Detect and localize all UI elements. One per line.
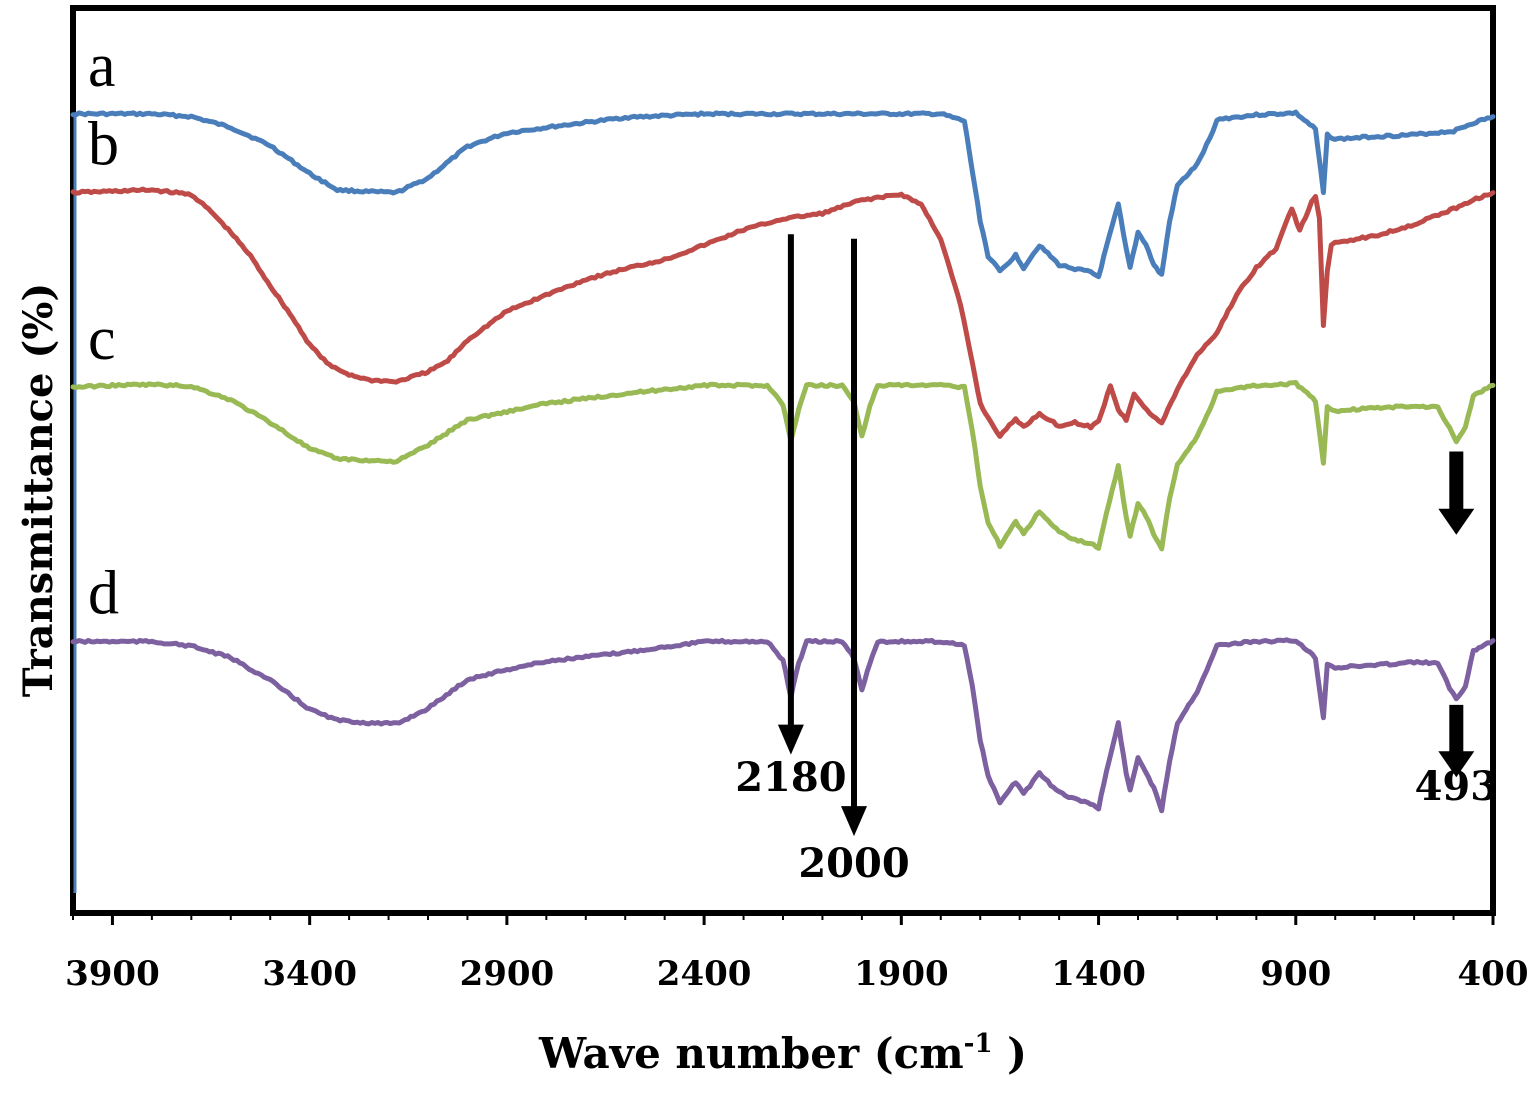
series-line-d — [70, 637, 1496, 814]
x-tick-label: 1900 — [854, 954, 949, 994]
x-tick-label: 900 — [1260, 954, 1331, 994]
annotations: 2180 2000 493 — [735, 234, 1498, 887]
series-line-a — [70, 109, 1496, 280]
annotation-arrow-2180 — [777, 234, 804, 755]
arrow-head — [777, 724, 804, 755]
series-labels: ab c d — [88, 32, 119, 628]
annotation-arrow-2000 — [841, 238, 867, 837]
x-axis-ticks — [72, 913, 1495, 925]
y-axis-label: Transmittance (%) — [15, 283, 62, 698]
annotation-label-2000: 2000 — [798, 840, 909, 887]
arrow-head — [841, 806, 867, 837]
x-tick-label: 3400 — [262, 954, 357, 994]
arrow-head — [1438, 751, 1475, 778]
annotation-arrow-493 — [1438, 451, 1475, 535]
x-tick-label: 2900 — [460, 954, 555, 994]
arrow-head — [1438, 508, 1475, 535]
x-axis-label-sup: -1 — [964, 1029, 993, 1059]
series-label-b: b — [88, 111, 119, 179]
x-tick-label: 2400 — [657, 954, 752, 994]
x-axis-label: Wave number (cm-1 ) — [538, 1029, 1027, 1078]
series-label-c: c — [88, 305, 116, 373]
x-axis-tick-labels: 3900 3400 2900 2400 1900 1400 900 400 — [65, 954, 1528, 994]
series-lines — [70, 109, 1496, 893]
x-tick-label: 3900 — [65, 954, 160, 994]
annotation-arrow-493 — [1438, 704, 1475, 778]
annotation-label-2180: 2180 — [735, 754, 846, 801]
x-axis-label-main: Wave number (cm — [538, 1029, 964, 1078]
x-tick-label: 400 — [1458, 954, 1529, 994]
annotation-label-493: 493 — [1415, 763, 1499, 810]
series-label-a: a — [88, 32, 116, 100]
series-line-b — [70, 186, 1496, 439]
x-tick-label: 1400 — [1051, 954, 1146, 994]
series-label-d: d — [88, 560, 119, 628]
series-line-c — [70, 380, 1496, 552]
x-axis-label-close: ) — [993, 1029, 1028, 1078]
